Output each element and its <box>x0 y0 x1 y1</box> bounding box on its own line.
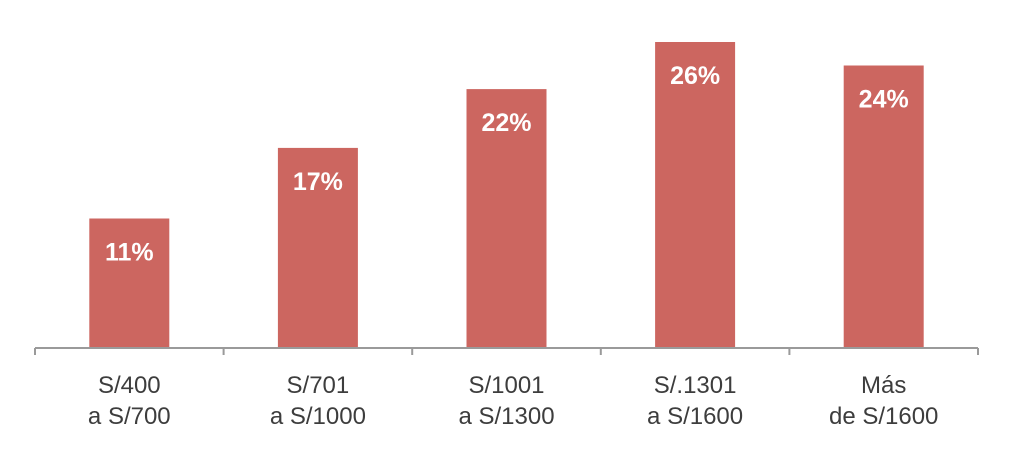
category-label-5: Más de S/1600 <box>829 372 938 430</box>
category-label-line: a S/1300 <box>458 403 554 430</box>
x-axis <box>34 347 979 355</box>
category-label-line: S/.1301 <box>654 372 737 399</box>
category-label-line: a S/1000 <box>270 403 366 430</box>
data-label-1: 11% <box>105 239 154 267</box>
data-label-3: 22% <box>481 109 531 137</box>
data-label-2: 17% <box>293 168 343 196</box>
category-label-line: S/1001 <box>468 372 544 399</box>
category-label-line: Más <box>861 372 906 399</box>
data-label-5: 24% <box>859 86 909 114</box>
category-label-1: S/400 a S/700 <box>88 372 171 430</box>
category-label-line: a S/700 <box>88 403 171 430</box>
category-label-3: S/1001 a S/1300 <box>458 372 554 430</box>
category-label-4: S/.1301 a S/1600 <box>647 372 743 430</box>
category-label-line: de S/1600 <box>829 403 938 430</box>
data-label-4: 26% <box>670 62 720 90</box>
bar-2 <box>277 147 358 348</box>
category-label-2: S/701 a S/1000 <box>270 372 366 430</box>
category-label-line: a S/1600 <box>647 403 743 430</box>
bar-5 <box>843 65 924 348</box>
bar-4 <box>655 42 736 348</box>
category-label-line: S/400 <box>98 372 161 399</box>
bars-layer <box>89 42 924 348</box>
data-labels-layer: 11% 17% 22% 26% 24% <box>105 62 909 267</box>
bar-3 <box>466 89 547 348</box>
category-label-line: S/701 <box>287 372 350 399</box>
bar-1 <box>89 218 170 348</box>
